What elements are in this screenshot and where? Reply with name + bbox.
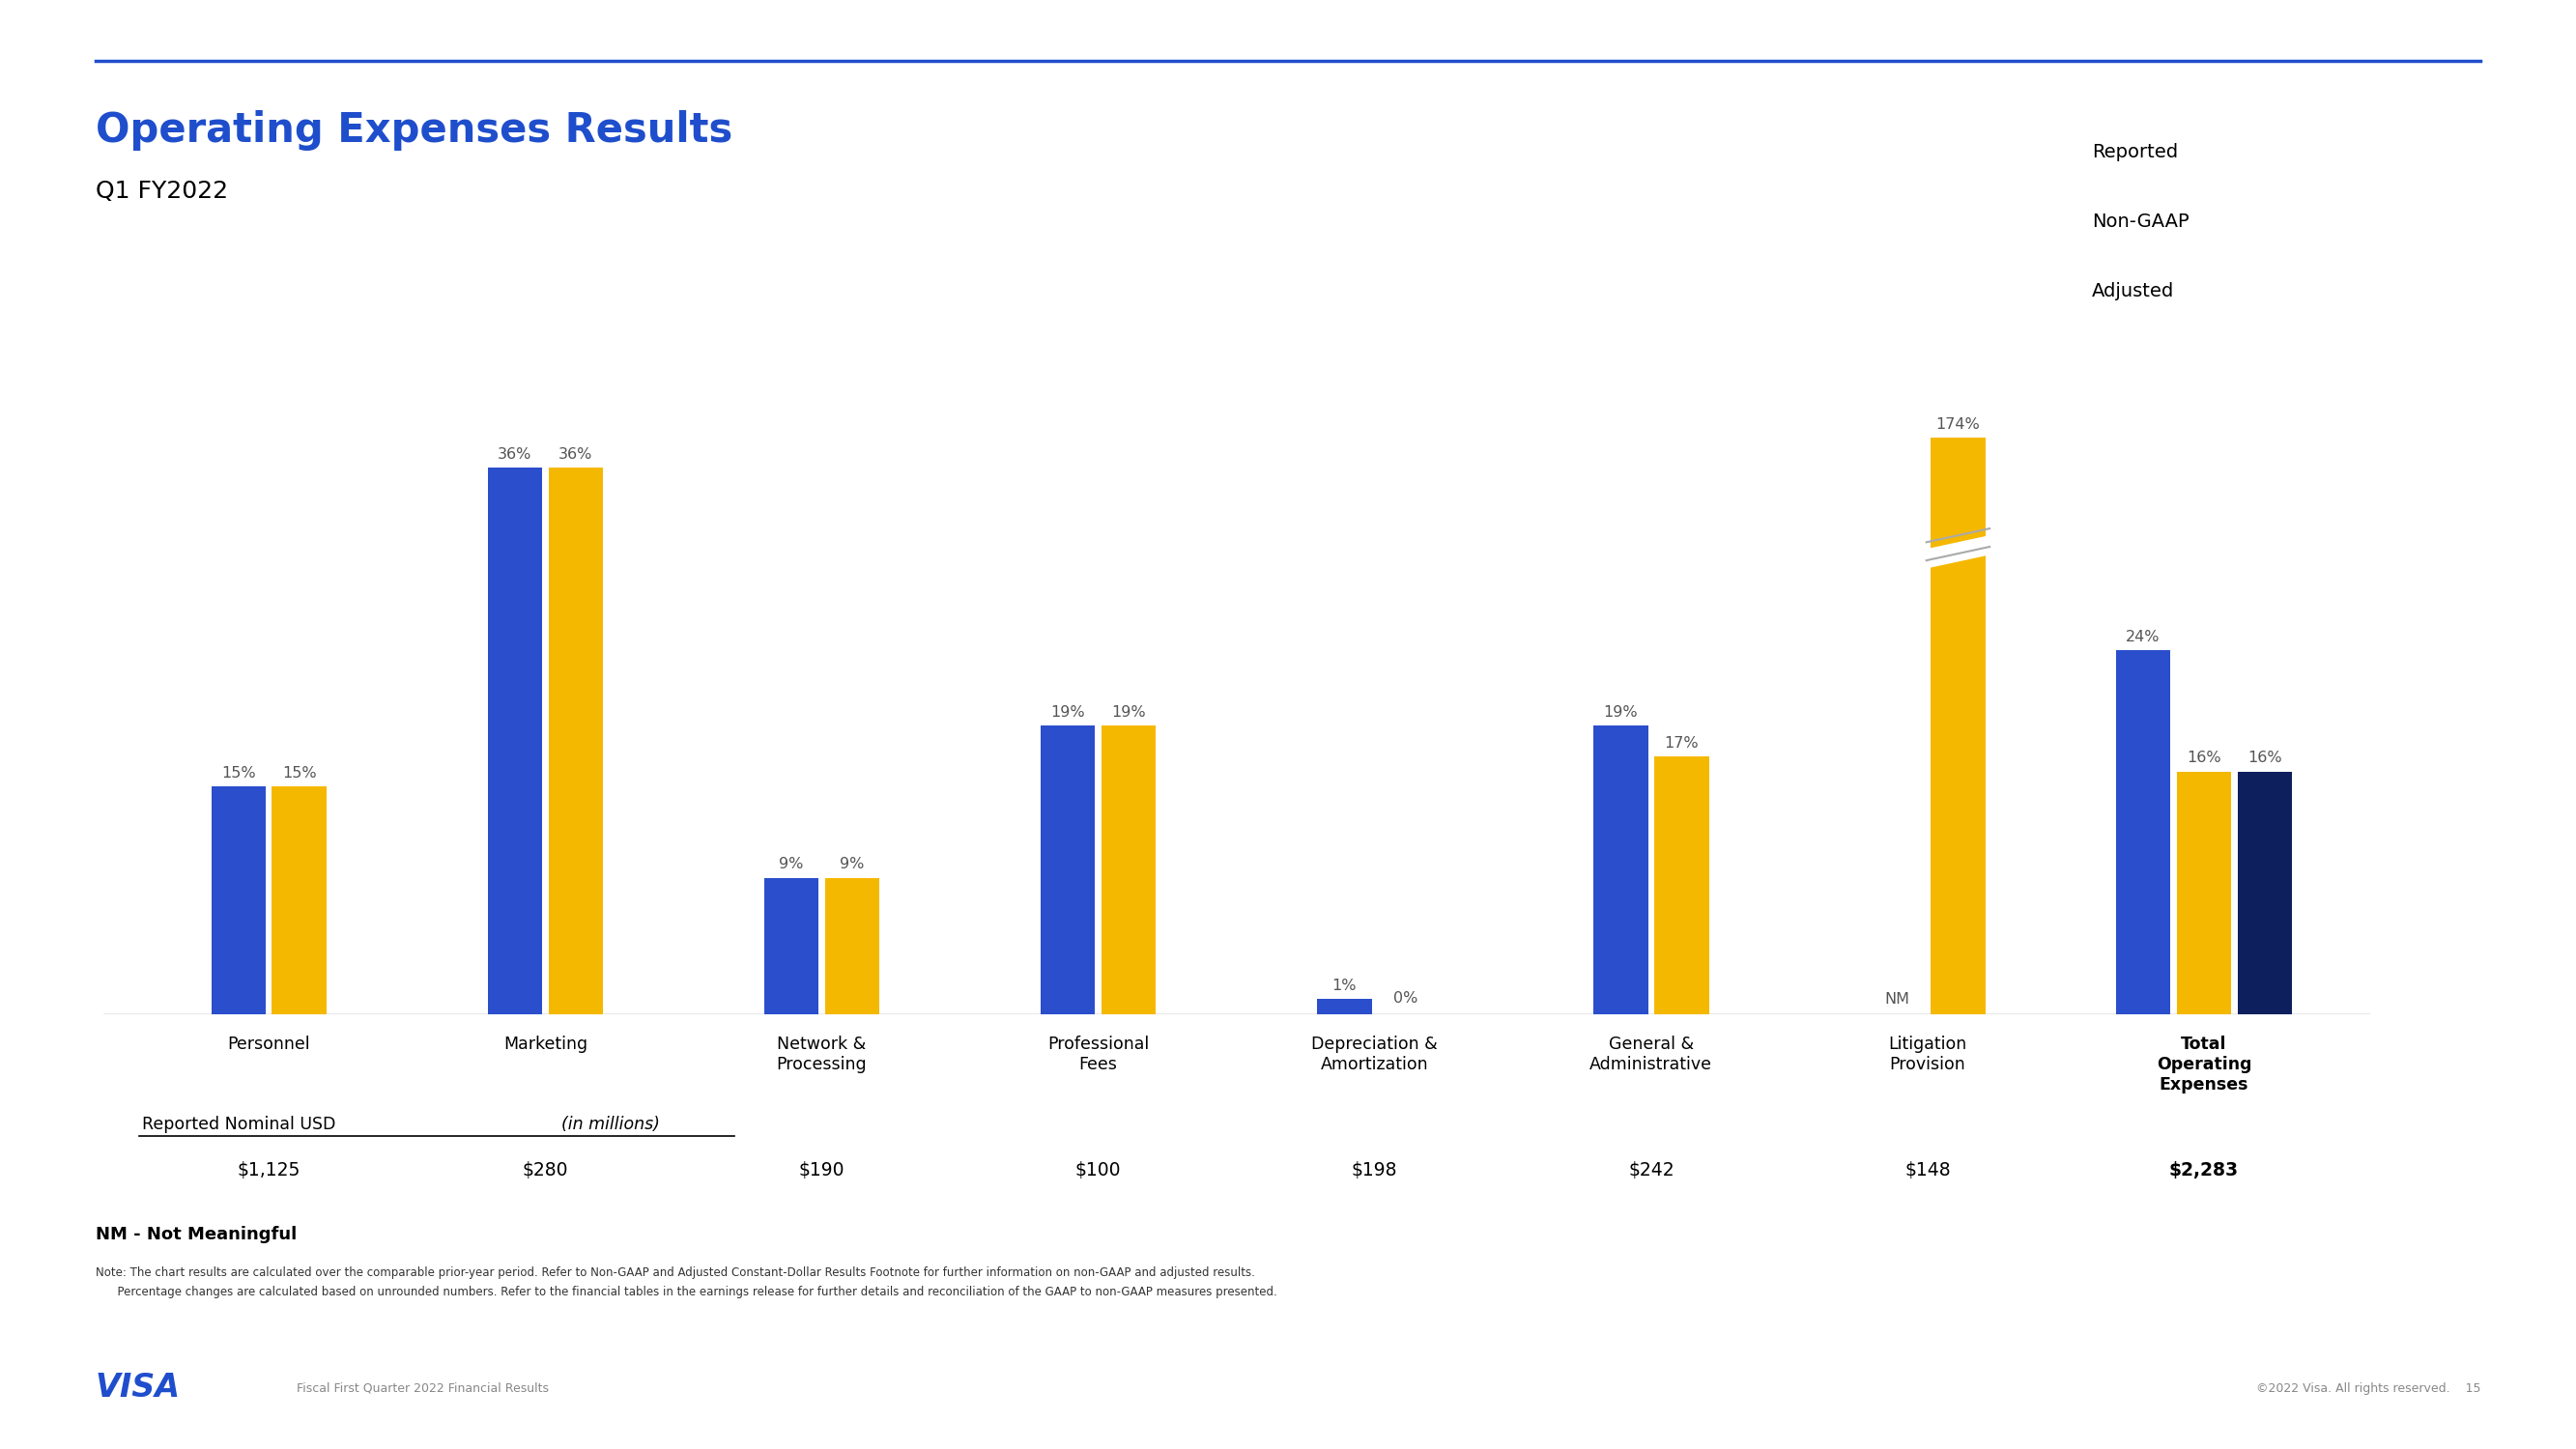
- Text: Network &
Processing: Network & Processing: [775, 1036, 868, 1074]
- Bar: [1595, 726, 1649, 1014]
- Text: $1,125: $1,125: [237, 1162, 301, 1179]
- Bar: [549, 468, 603, 1014]
- Text: VISA: VISA: [95, 1372, 180, 1404]
- Bar: [1929, 438, 1986, 1014]
- Text: 174%: 174%: [1937, 417, 1981, 432]
- Text: 36%: 36%: [559, 448, 592, 462]
- Bar: [2115, 651, 2172, 1014]
- Bar: [2239, 771, 2293, 1014]
- Text: NM - Not Meaningful: NM - Not Meaningful: [95, 1226, 296, 1243]
- Text: $2,283: $2,283: [2169, 1162, 2239, 1179]
- Text: Reported: Reported: [2092, 143, 2177, 161]
- Text: $190: $190: [799, 1162, 845, 1179]
- Text: 36%: 36%: [497, 448, 533, 462]
- Bar: [273, 787, 327, 1014]
- Bar: [765, 878, 819, 1014]
- Text: $148: $148: [1904, 1162, 1950, 1179]
- Text: Operating Expenses Results: Operating Expenses Results: [95, 110, 732, 151]
- Text: Q1 FY2022: Q1 FY2022: [95, 180, 227, 203]
- Bar: [824, 878, 878, 1014]
- Text: Reported Nominal USD: Reported Nominal USD: [142, 1116, 340, 1133]
- Text: 15%: 15%: [283, 767, 317, 781]
- Text: 19%: 19%: [1602, 706, 1638, 720]
- Text: Total
Operating
Expenses: Total Operating Expenses: [2156, 1036, 2251, 1094]
- Text: 1%: 1%: [1332, 978, 1358, 993]
- Bar: [487, 468, 544, 1014]
- Text: Depreciation &
Amortization: Depreciation & Amortization: [1311, 1036, 1437, 1074]
- Text: 16%: 16%: [2187, 751, 2221, 765]
- Bar: [1316, 1000, 1370, 1014]
- Text: ©2022 Visa. All rights reserved.    15: ©2022 Visa. All rights reserved. 15: [2257, 1382, 2481, 1394]
- Text: 0%: 0%: [1394, 991, 1417, 1006]
- Text: Fiscal First Quarter 2022 Financial Results: Fiscal First Quarter 2022 Financial Resu…: [296, 1382, 549, 1394]
- Text: $242: $242: [1628, 1162, 1674, 1179]
- Text: Personnel: Personnel: [227, 1036, 309, 1053]
- Text: $280: $280: [523, 1162, 569, 1179]
- Bar: [211, 787, 265, 1014]
- Text: 9%: 9%: [778, 858, 804, 872]
- Bar: [2177, 771, 2231, 1014]
- Text: 19%: 19%: [1051, 706, 1084, 720]
- Text: $198: $198: [1352, 1162, 1399, 1179]
- Text: Adjusted: Adjusted: [2092, 283, 2174, 300]
- Text: 19%: 19%: [1110, 706, 1146, 720]
- Bar: [1103, 726, 1157, 1014]
- Text: Professional
Fees: Professional Fees: [1048, 1036, 1149, 1074]
- Text: 9%: 9%: [840, 858, 866, 872]
- Text: Percentage changes are calculated based on unrounded numbers. Refer to the finan: Percentage changes are calculated based …: [95, 1287, 1278, 1298]
- Text: Litigation
Provision: Litigation Provision: [1888, 1036, 1968, 1074]
- Text: (in millions): (in millions): [562, 1116, 659, 1133]
- Bar: [1654, 756, 1708, 1014]
- Text: NM: NM: [1886, 993, 1909, 1007]
- Text: $100: $100: [1074, 1162, 1121, 1179]
- Bar: [1041, 726, 1095, 1014]
- Text: 16%: 16%: [2249, 751, 2282, 765]
- Text: Note: The chart results are calculated over the comparable prior-year period. Re: Note: The chart results are calculated o…: [95, 1266, 1255, 1278]
- Text: Non-GAAP: Non-GAAP: [2092, 213, 2190, 230]
- Text: 24%: 24%: [2125, 629, 2161, 643]
- Text: General &
Administrative: General & Administrative: [1589, 1036, 1713, 1074]
- Text: Marketing: Marketing: [502, 1036, 587, 1053]
- Text: 17%: 17%: [1664, 736, 1698, 751]
- Text: 15%: 15%: [222, 767, 255, 781]
